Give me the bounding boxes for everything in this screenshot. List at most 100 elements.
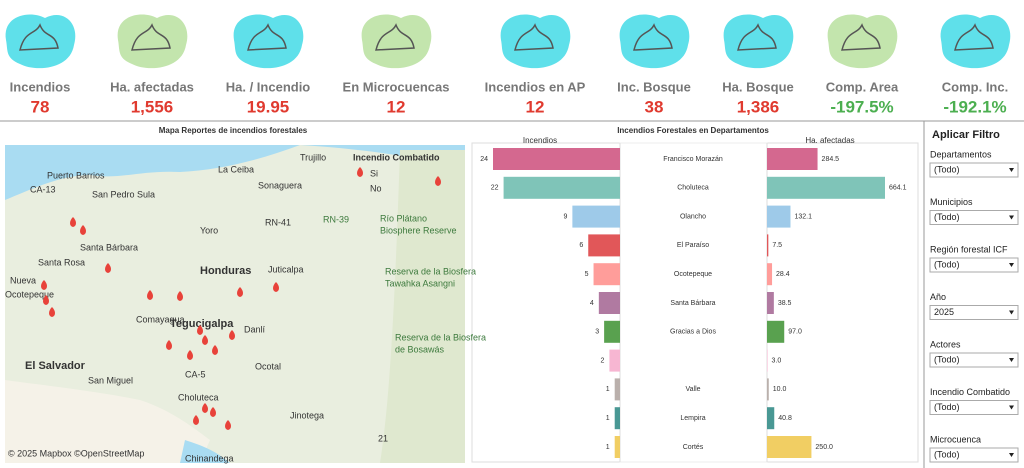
map-label: Sonaguera: [258, 180, 302, 190]
department-name: El Paraíso: [677, 242, 709, 249]
bar-incendios: [493, 148, 620, 170]
value-label: 3: [595, 329, 599, 336]
map-label: Jinotega: [290, 410, 324, 420]
bar-ha: [767, 292, 774, 314]
dropdown-arrow: [1009, 263, 1014, 267]
filter-label: Municipios: [930, 197, 973, 207]
dropdown-arrow: [1009, 215, 1014, 220]
map-label: Chinandega: [185, 453, 234, 463]
kpi-value: 19.95: [247, 97, 290, 116]
kpi-value: 38: [645, 97, 664, 116]
map-label: Puerto Barrios: [47, 170, 105, 180]
map-title: Mapa Reportes de incendios forestales: [159, 126, 308, 135]
filter-label: Actores: [930, 339, 961, 349]
bar-incendios: [503, 176, 620, 199]
value-label: 5: [585, 271, 589, 278]
map-label: Río Plátano: [380, 213, 427, 223]
fire-marker: [43, 295, 49, 305]
map-label: RN-41: [265, 217, 291, 227]
value-label: 1: [606, 444, 610, 451]
fire-marker: [41, 280, 47, 290]
icon-glyph: [633, 23, 673, 51]
map-label: Juticalpa: [268, 264, 304, 274]
bar-ha: [767, 378, 769, 401]
value-label: 7.5: [772, 242, 782, 249]
bar-ha: [767, 349, 768, 372]
bar-incendios: [604, 320, 620, 343]
kpi-label: Comp. Inc.: [942, 79, 1008, 94]
department-name: Santa Bárbara: [670, 300, 715, 307]
map-label: CA-5: [185, 369, 206, 379]
names-column: [619, 142, 768, 463]
fire-marker: [225, 420, 231, 430]
icon-blob: [723, 14, 794, 69]
icon-glyph: [247, 23, 287, 51]
department-name: Choluteca: [677, 185, 709, 192]
dropdown[interactable]: [929, 210, 1019, 225]
fire-marker: [177, 291, 183, 301]
icon-blob: [117, 14, 188, 69]
kpi-label: Comp. Area: [826, 79, 899, 94]
department-name: Francisco Morazán: [663, 156, 723, 163]
dropdown-arrow: [1009, 310, 1014, 315]
dropdown-arrow: [1009, 405, 1014, 410]
map-label: Danlí: [244, 324, 266, 334]
kpi-value: -197.5%: [830, 97, 893, 116]
icon-glyph: [19, 23, 59, 51]
value-label: 40.8: [778, 415, 792, 422]
department-name: Olancho: [680, 213, 706, 220]
map-label: Trujillo: [300, 152, 326, 162]
dropdown[interactable]: [929, 400, 1019, 415]
icon-blob: [500, 14, 571, 69]
value-label: 664.1: [889, 185, 907, 192]
kpi-label: Incendios en AP: [485, 79, 586, 94]
map-label: Honduras: [200, 265, 251, 277]
fire-marker: [435, 176, 441, 186]
map-label: CA-13: [30, 184, 56, 194]
value-label: 38.5: [778, 300, 792, 307]
map-label: San Pedro Sula: [92, 189, 155, 199]
map-label: Tawahka Asangni: [385, 278, 455, 288]
dropdown[interactable]: [929, 257, 1019, 273]
value-label: 6: [579, 242, 583, 249]
map-label: RN-39: [323, 214, 349, 224]
value-label: 97.0: [788, 329, 802, 336]
fire-marker: [70, 217, 76, 227]
value-label: 250.0: [815, 444, 833, 451]
dropdown[interactable]: [929, 447, 1019, 463]
bar-ha: [767, 234, 769, 257]
value-label: 9: [563, 213, 567, 220]
bar-incendios: [588, 234, 620, 257]
fire-marker: [105, 263, 111, 273]
dropdown[interactable]: [929, 352, 1019, 368]
value-label: 1: [606, 415, 610, 422]
bar-incendios: [598, 292, 620, 314]
value-label: 4: [590, 300, 594, 307]
icon-blob: [619, 14, 690, 69]
filter-label: Región forestal ICF: [930, 244, 1008, 254]
bar-ha: [767, 176, 885, 199]
department-name: Ocotepeque: [674, 271, 712, 278]
map-label: Ocotal: [255, 361, 281, 371]
dropdown[interactable]: [929, 305, 1019, 320]
map-label: Choluteca: [178, 392, 219, 402]
map-label: Comayagua: [136, 314, 185, 324]
fire-marker: [357, 167, 363, 177]
kpi-label: Ha. Bosque: [722, 79, 794, 94]
map-label: Incendio Combatido: [353, 152, 440, 162]
kpi-value: 12: [387, 97, 406, 116]
fire-marker: [202, 403, 208, 413]
map-label: Santa Bárbara: [80, 242, 138, 252]
map-label: La Ceiba: [218, 164, 254, 174]
bar-ha: [767, 205, 791, 228]
dropdown-arrow: [1009, 358, 1014, 362]
map-label: Tegucigalpa: [170, 318, 234, 330]
fire-marker: [147, 290, 153, 300]
map-label: Si: [370, 168, 378, 178]
department-name: Valle: [685, 386, 700, 393]
bar-incendios: [614, 407, 620, 430]
map-label: San Miguel: [88, 375, 133, 385]
dropdown[interactable]: [929, 162, 1019, 178]
value-label: 132.1: [794, 213, 812, 220]
